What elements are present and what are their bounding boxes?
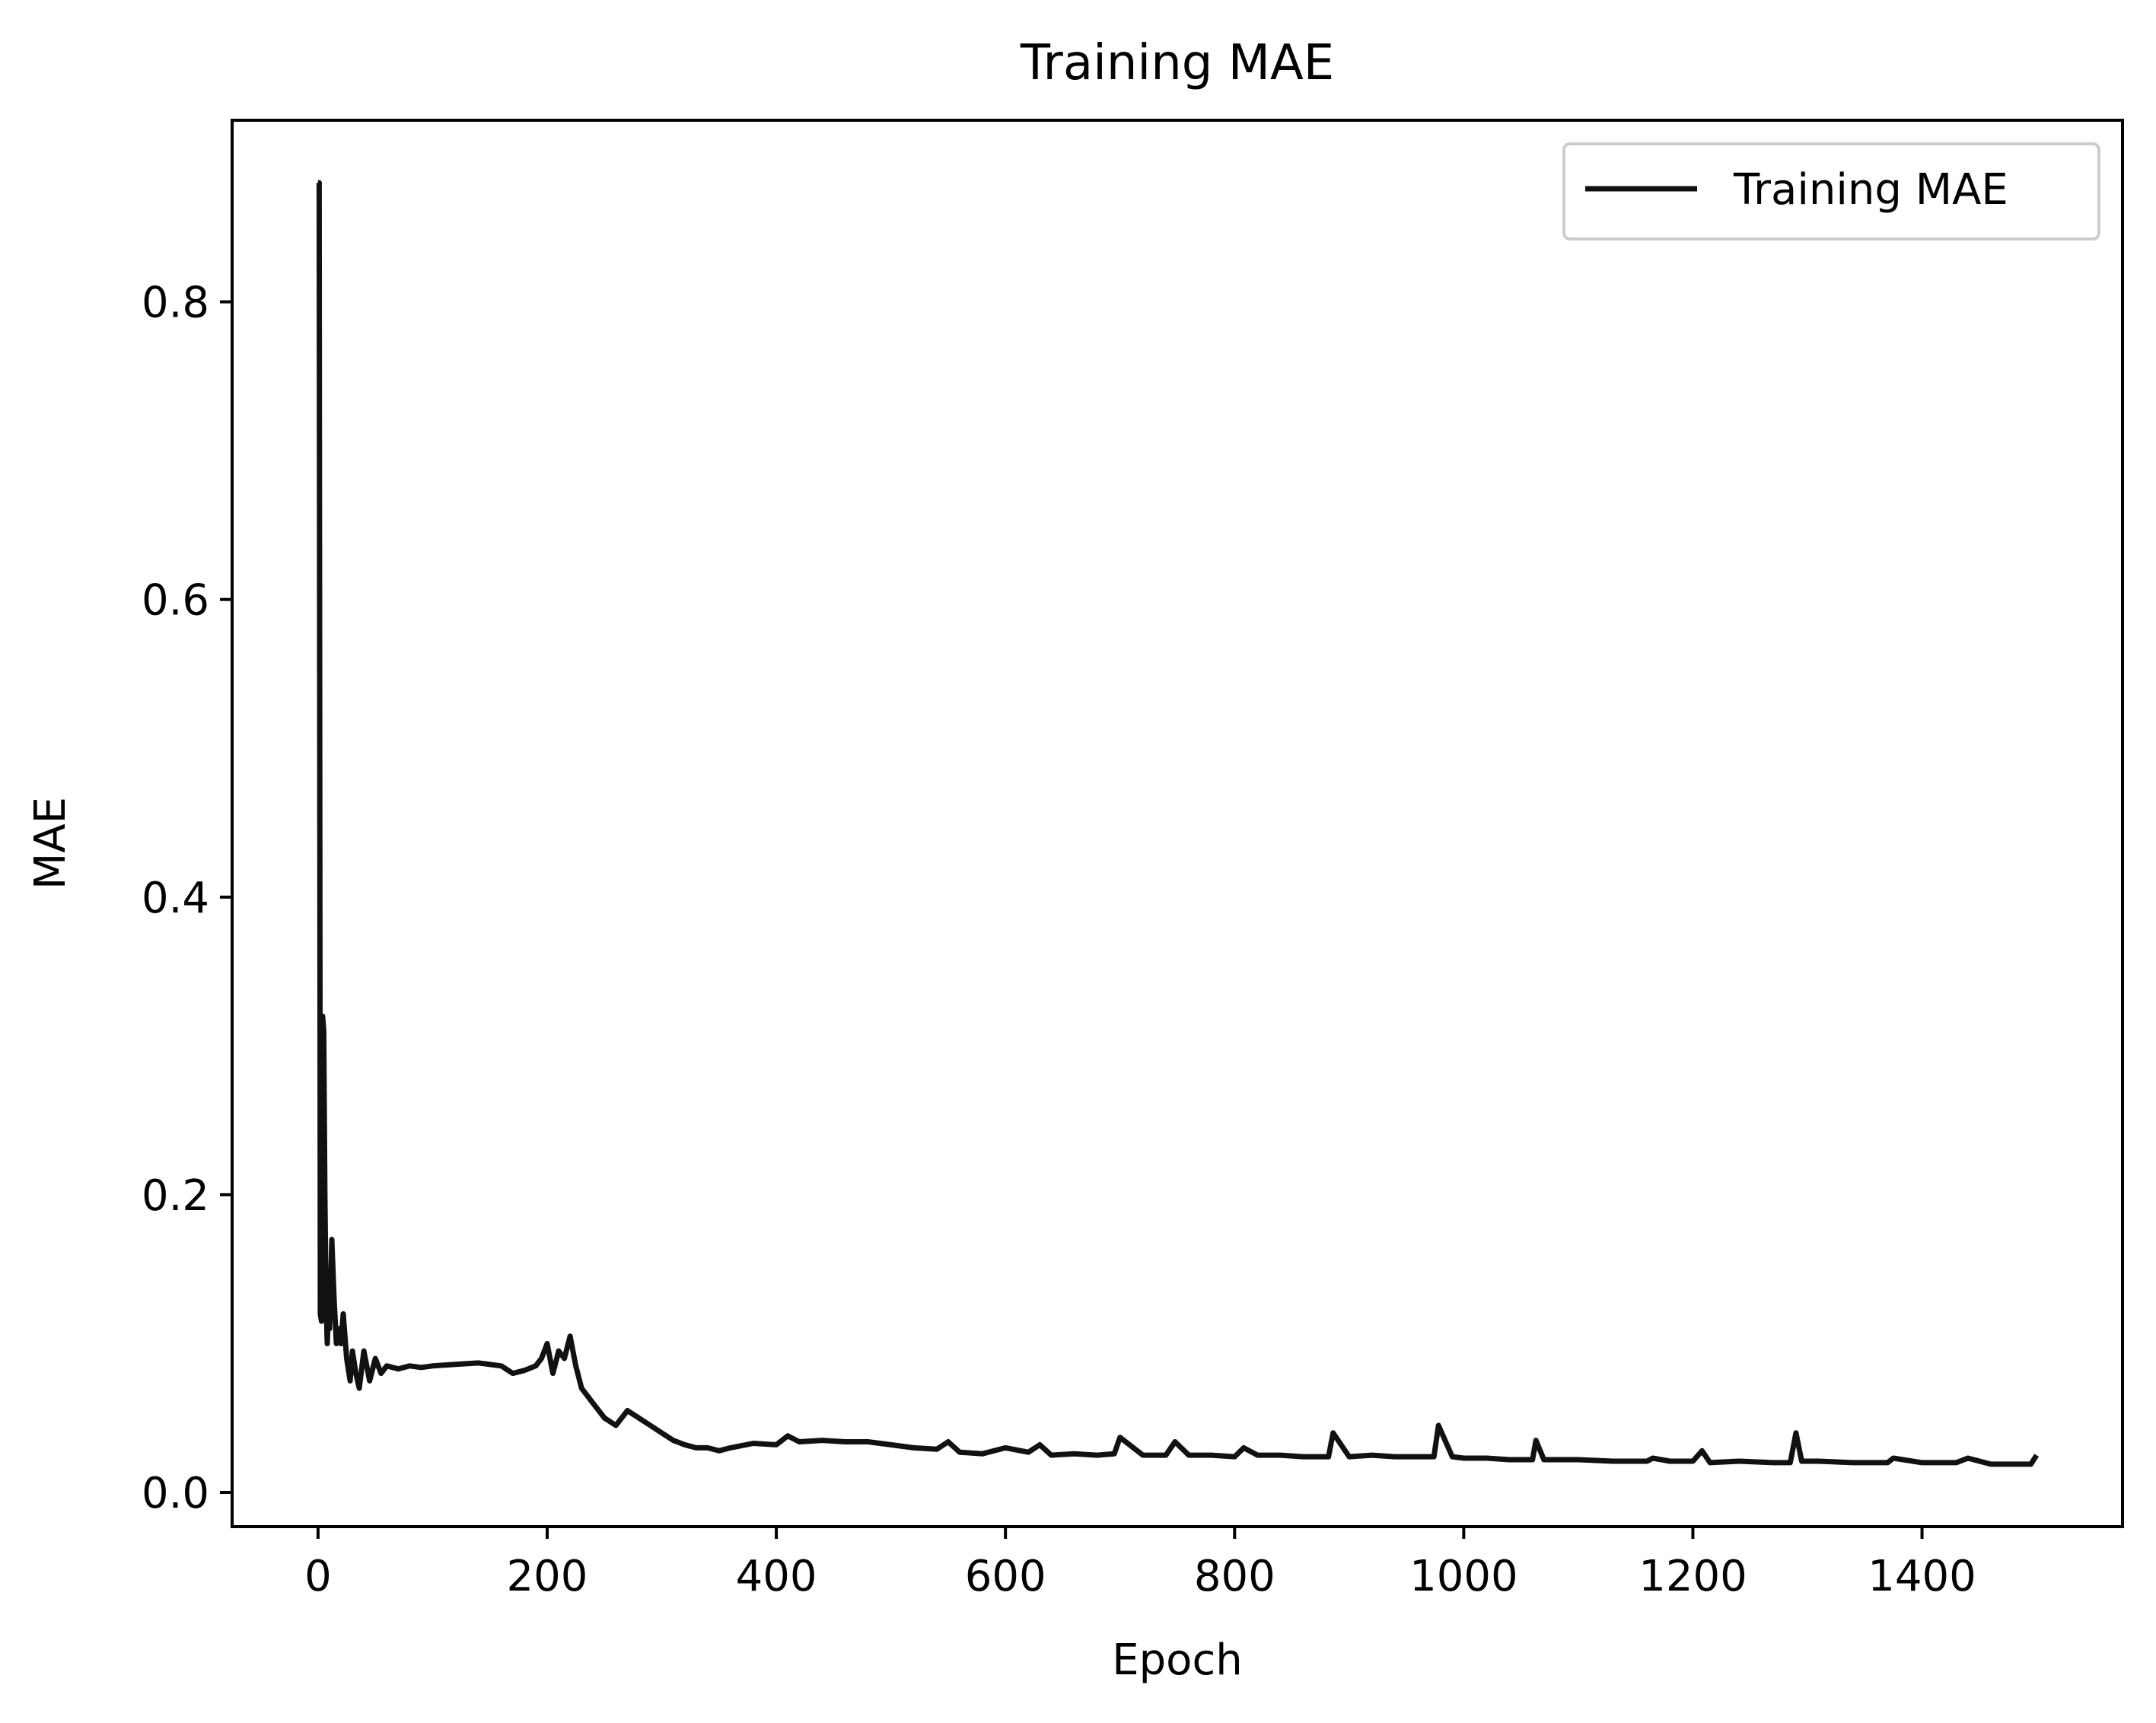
y-tick-label: 0.2: [142, 1171, 209, 1221]
plot-frame: [231, 119, 2124, 1528]
x-tick-label: 0: [304, 1552, 332, 1601]
legend-label: Training MAE: [1733, 165, 2008, 215]
y-tick-label: 0.8: [142, 279, 209, 328]
legend: Training MAE: [1562, 142, 2100, 240]
y-axis-label-group: MAE: [26, 797, 75, 890]
x-tick-label: 1200: [1638, 1552, 1747, 1601]
y-tick-label: 0.4: [142, 874, 209, 923]
y-tick-label: 0.0: [142, 1469, 209, 1518]
y-axis-label: MAE: [26, 797, 75, 890]
x-tick-label: 200: [507, 1552, 588, 1601]
x-tick-label: 400: [736, 1552, 817, 1601]
y-tick-label: 0.6: [142, 576, 209, 626]
axis-ticks: 0 200 400 600 800 1000 1200 1400 0.0 0.2 0.4 0.6 0.8: [142, 279, 1976, 1601]
x-tick-label: 1000: [1409, 1552, 1518, 1601]
x-tick-label: 600: [965, 1552, 1046, 1601]
x-tick-label: 1400: [1868, 1552, 1976, 1601]
x-tick-label: 800: [1194, 1552, 1275, 1601]
training-mae-line: [316, 180, 2040, 1467]
x-axis-label: Epoch: [1112, 1635, 1242, 1685]
chart-title: Training MAE: [1020, 35, 1334, 91]
legend-box: [1562, 142, 2100, 240]
